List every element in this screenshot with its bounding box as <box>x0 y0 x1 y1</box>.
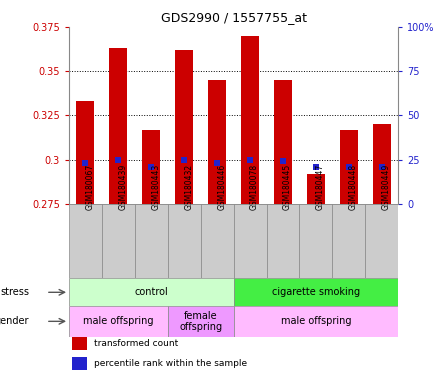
Text: GSM180446: GSM180446 <box>217 164 226 210</box>
Point <box>214 160 221 166</box>
Bar <box>69 204 102 278</box>
Bar <box>241 36 259 204</box>
Bar <box>267 204 299 278</box>
Bar <box>234 204 267 278</box>
Point <box>279 158 287 164</box>
Title: GDS2990 / 1557755_at: GDS2990 / 1557755_at <box>161 11 307 24</box>
Point <box>148 164 155 170</box>
Text: GSM180449: GSM180449 <box>382 164 391 210</box>
Text: GSM180439: GSM180439 <box>118 164 127 210</box>
Bar <box>175 50 193 204</box>
Point <box>115 157 122 163</box>
Bar <box>109 48 127 204</box>
Point <box>378 164 385 170</box>
Point <box>345 164 352 170</box>
Bar <box>135 204 168 278</box>
Point <box>82 160 89 166</box>
Text: gender: gender <box>0 316 29 326</box>
Text: stress: stress <box>0 287 29 297</box>
Bar <box>142 129 160 204</box>
Text: male offspring: male offspring <box>83 316 154 326</box>
Bar <box>72 337 87 350</box>
Text: GSM180432: GSM180432 <box>184 164 193 210</box>
Bar <box>274 80 292 204</box>
Text: female
offspring: female offspring <box>179 311 222 332</box>
Text: GSM180447: GSM180447 <box>316 164 325 210</box>
Bar <box>234 278 398 306</box>
Bar <box>168 204 201 278</box>
Bar <box>69 306 168 336</box>
Bar <box>77 101 94 204</box>
Bar <box>102 204 135 278</box>
Text: GSM180067: GSM180067 <box>85 164 94 210</box>
Point <box>181 157 188 163</box>
Bar <box>373 124 391 204</box>
Bar <box>365 204 398 278</box>
Bar <box>299 204 332 278</box>
Text: GSM180448: GSM180448 <box>349 164 358 210</box>
Text: GSM180078: GSM180078 <box>250 164 259 210</box>
Text: GSM180445: GSM180445 <box>283 164 292 210</box>
Bar <box>208 80 226 204</box>
Text: GSM180443: GSM180443 <box>151 164 160 210</box>
Bar <box>201 204 234 278</box>
Text: control: control <box>134 287 168 297</box>
Bar <box>69 278 234 306</box>
Bar <box>307 174 325 204</box>
Bar <box>168 306 234 336</box>
Text: percentile rank within the sample: percentile rank within the sample <box>94 359 247 368</box>
Bar <box>72 357 87 370</box>
Text: transformed count: transformed count <box>94 339 178 348</box>
Bar <box>340 129 358 204</box>
Text: cigarette smoking: cigarette smoking <box>272 287 360 297</box>
Point <box>247 157 254 163</box>
Point <box>312 164 320 170</box>
Bar <box>234 306 398 336</box>
Bar <box>332 204 365 278</box>
Text: male offspring: male offspring <box>281 316 351 326</box>
